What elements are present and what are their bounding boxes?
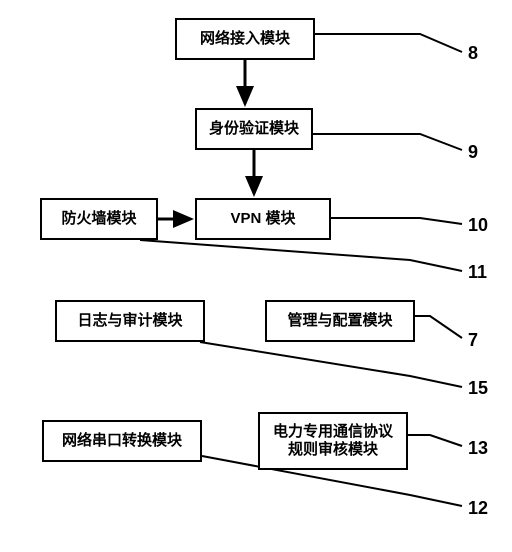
label-l13: 13 [468, 438, 488, 459]
label-l12: 12 [468, 498, 488, 519]
node-n9: 身份验证模块 [195, 108, 313, 150]
node-n11: 防火墙模块 [40, 198, 158, 240]
leader-line [313, 134, 462, 150]
connector-layer [0, 0, 512, 552]
node-n15: 日志与审计模块 [55, 300, 205, 342]
label-l8: 8 [468, 43, 478, 64]
diagram-canvas: 网络接入模块身份验证模块 VPN 模块防火墙模块日志与审计模块 管理与配置模块网络串… [0, 0, 512, 552]
node-n8: 网络接入模块 [175, 18, 315, 60]
label-l7: 7 [468, 330, 478, 351]
leader-line [140, 240, 462, 271]
node-n10: VPN 模块 [195, 198, 331, 240]
node-n13: 电力专用通信协议规则审核模块 [258, 412, 408, 470]
leader-line [315, 34, 462, 52]
node-n12: 网络串口转换模块 [42, 420, 202, 462]
leader-line [415, 316, 462, 338]
label-l9: 9 [468, 142, 478, 163]
leader-line [408, 435, 462, 446]
label-l10: 10 [468, 215, 488, 236]
leader-line [200, 342, 462, 387]
node-n7: 管理与配置模块 [265, 300, 415, 342]
label-l11: 11 [468, 262, 487, 283]
leader-line [331, 218, 462, 224]
label-l15: 15 [468, 378, 488, 399]
